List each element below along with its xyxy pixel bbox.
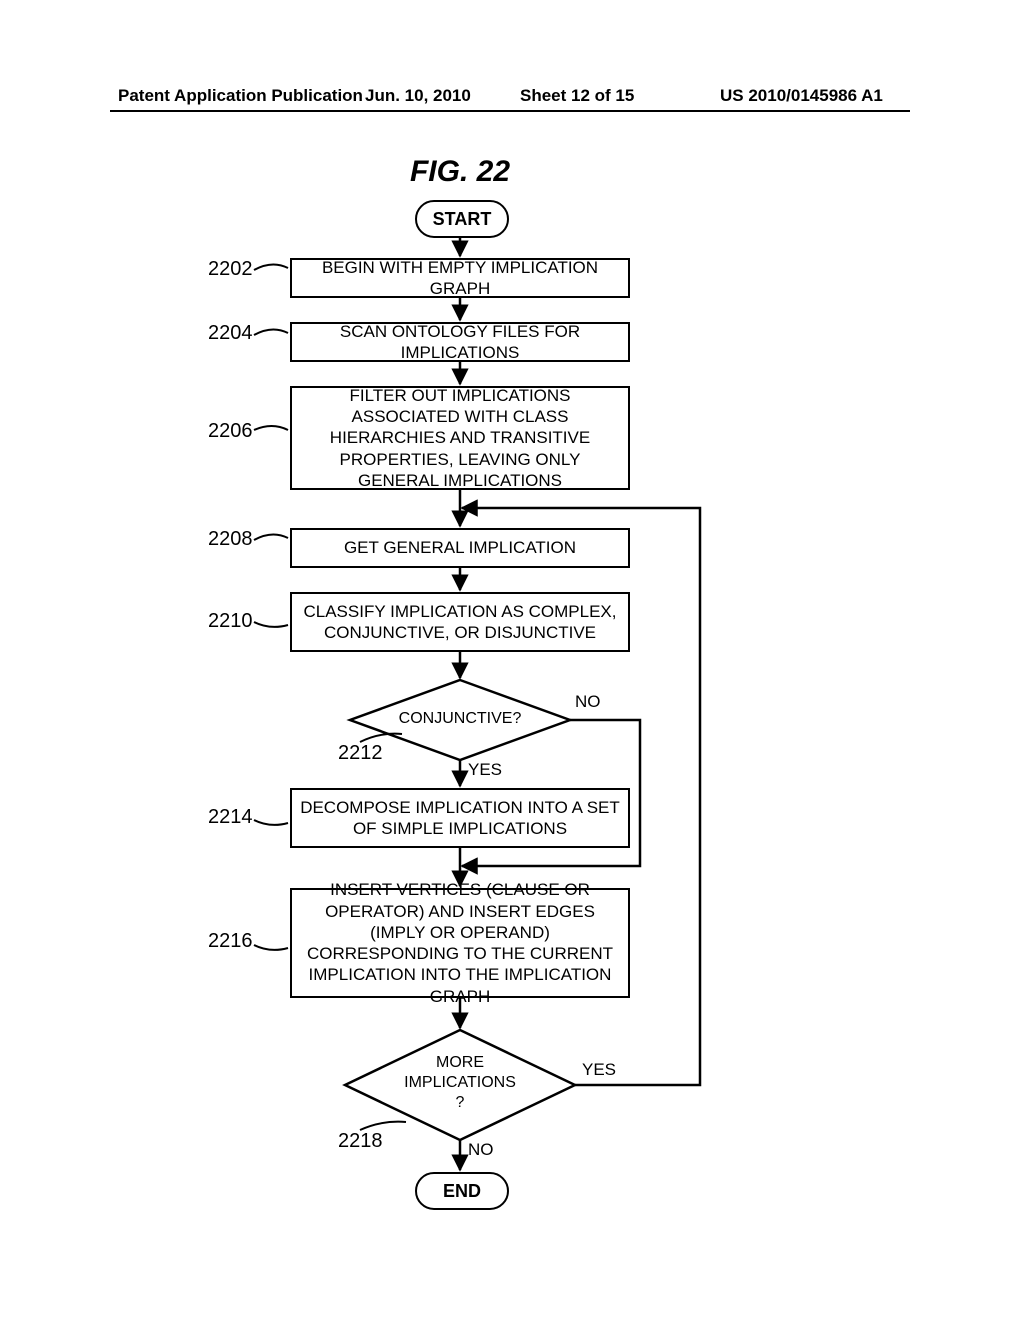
ref-2218: 2218 xyxy=(338,1130,383,1153)
end-terminal: END xyxy=(415,1172,509,1210)
ref-2210: 2210 xyxy=(208,610,253,633)
edge-2212-yes: YES xyxy=(468,760,502,780)
edge-2218-no: NO xyxy=(468,1140,494,1160)
ref-2214: 2214 xyxy=(208,806,253,829)
header-left: Patent Application Publication xyxy=(118,86,363,106)
edge-2218-yes: YES xyxy=(582,1060,616,1080)
box-2206: FILTER OUT IMPLICATIONS ASSOCIATED WITH … xyxy=(290,386,630,490)
box-2216: INSERT VERTICES (CLAUSE OR OPERATOR) AND… xyxy=(290,888,630,998)
header-sheet: Sheet 12 of 15 xyxy=(520,86,634,106)
figure-title: FIG. 22 xyxy=(395,155,525,189)
box-2214: DECOMPOSE IMPLICATION INTO A SET OF SIMP… xyxy=(290,788,630,848)
header-rule xyxy=(110,110,910,112)
box-2210: CLASSIFY IMPLICATION AS COMPLEX, CONJUNC… xyxy=(290,592,630,652)
box-2202: BEGIN WITH EMPTY IMPLICATION GRAPH xyxy=(290,258,630,298)
header-date: Jun. 10, 2010 xyxy=(365,86,471,106)
start-terminal: START xyxy=(415,200,509,238)
connectors-svg xyxy=(0,130,1024,1300)
ref-2206: 2206 xyxy=(208,420,253,443)
page: Patent Application Publication Jun. 10, … xyxy=(0,0,1024,1320)
ref-2208: 2208 xyxy=(208,528,253,551)
ref-2212: 2212 xyxy=(338,742,383,765)
flowchart-canvas: FIG. 22 START BEGIN WITH EMPTY IMPLICATI… xyxy=(0,130,1024,1300)
ref-2216: 2216 xyxy=(208,930,253,953)
ref-2204: 2204 xyxy=(208,322,253,345)
box-2208: GET GENERAL IMPLICATION xyxy=(290,528,630,568)
edge-2212-no: NO xyxy=(575,692,601,712)
box-2204: SCAN ONTOLOGY FILES FOR IMPLICATIONS xyxy=(290,322,630,362)
ref-2202: 2202 xyxy=(208,258,253,281)
header-pubno: US 2010/0145986 A1 xyxy=(720,86,883,106)
